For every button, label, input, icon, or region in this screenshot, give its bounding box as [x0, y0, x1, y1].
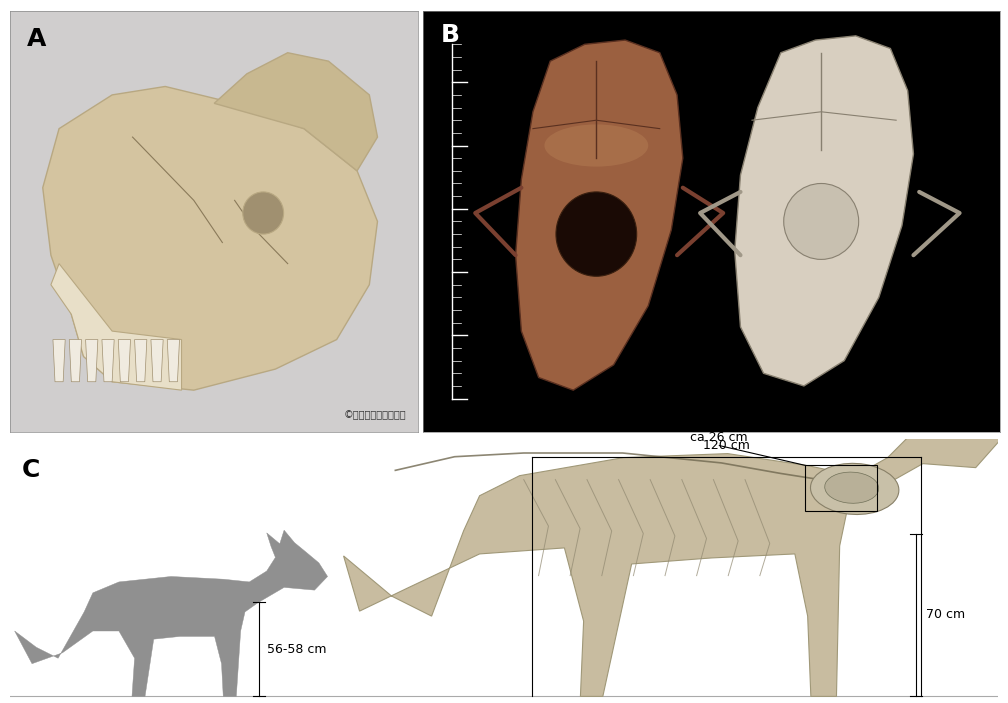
Polygon shape — [53, 340, 66, 382]
Polygon shape — [516, 40, 682, 390]
Polygon shape — [151, 340, 163, 382]
Ellipse shape — [810, 463, 899, 515]
Ellipse shape — [825, 472, 879, 503]
Text: 56-58 cm: 56-58 cm — [267, 643, 327, 656]
Text: B: B — [440, 23, 460, 47]
Ellipse shape — [544, 124, 648, 167]
Polygon shape — [344, 347, 1000, 697]
Ellipse shape — [243, 192, 283, 234]
Ellipse shape — [783, 183, 859, 259]
Text: 70 cm: 70 cm — [925, 609, 965, 621]
Polygon shape — [42, 86, 377, 390]
Text: C: C — [22, 458, 40, 482]
Polygon shape — [51, 264, 181, 390]
Ellipse shape — [556, 192, 637, 276]
Polygon shape — [102, 340, 114, 382]
Polygon shape — [167, 340, 179, 382]
Bar — [805, 465, 877, 510]
Polygon shape — [118, 340, 130, 382]
Polygon shape — [735, 36, 913, 386]
Polygon shape — [135, 340, 147, 382]
Polygon shape — [15, 530, 328, 697]
Text: 120 cm: 120 cm — [703, 439, 750, 452]
Text: A: A — [26, 27, 45, 51]
Text: ca.26 cm: ca.26 cm — [689, 432, 747, 444]
Polygon shape — [86, 340, 98, 382]
Polygon shape — [215, 53, 377, 171]
Text: ©国立歴史民俓博物館: ©国立歴史民俓博物館 — [344, 410, 406, 420]
Polygon shape — [70, 340, 82, 382]
